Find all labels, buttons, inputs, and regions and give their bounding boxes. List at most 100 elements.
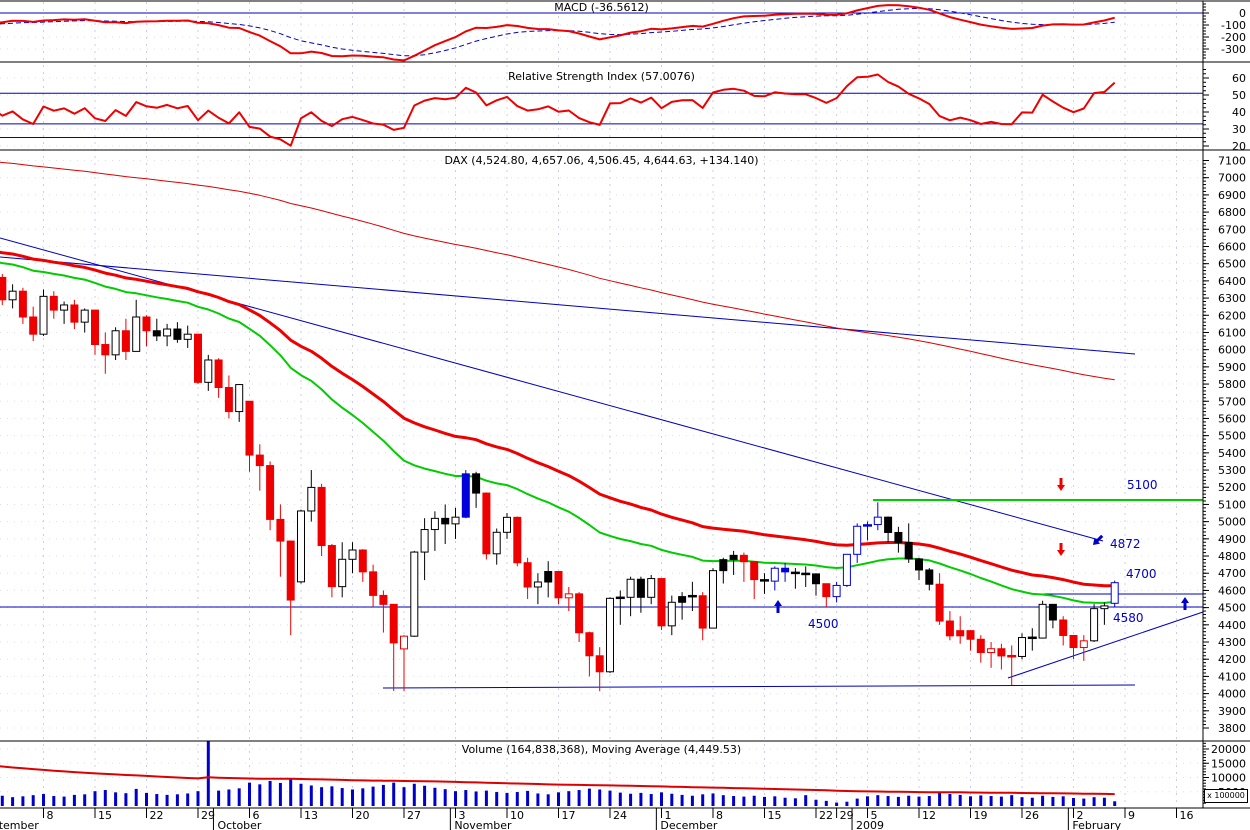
- month-label: November: [454, 819, 512, 830]
- candle-body: [389, 603, 398, 644]
- volume-bar: [680, 794, 684, 806]
- volume-bar: [433, 787, 437, 806]
- candlestick: [904, 523, 913, 563]
- axis-tick-label: 5000: [1218, 516, 1246, 529]
- axis-tick-label: 6500: [1218, 258, 1246, 271]
- candle-body: [544, 571, 553, 583]
- volume-bar: [103, 790, 107, 806]
- volume-bar: [0, 795, 4, 806]
- volume-bar: [1113, 801, 1117, 806]
- candle-body: [132, 316, 141, 352]
- candlestick: [29, 306, 38, 342]
- axis-tick-label: 4000: [1218, 688, 1246, 701]
- candle-body: [647, 578, 656, 598]
- volume-bars[interactable]: [0, 741, 1117, 806]
- axis-tick-label: 30: [1232, 123, 1246, 136]
- candlestick: [400, 635, 408, 692]
- volume-bar: [814, 799, 818, 806]
- candle-body: [8, 290, 17, 301]
- support-bottom: [382, 684, 1136, 689]
- rsi-line: [0, 73, 1116, 147]
- candlestick: [842, 553, 851, 587]
- volume-bar: [567, 791, 571, 806]
- volume-bar: [557, 792, 560, 806]
- month-label: December: [660, 819, 718, 830]
- candle-body: [0, 276, 7, 301]
- date-axis[interactable]: 8 15 22 29 6 13 20 27 3 10 17 24 1 8 15 22 29 5 12 19 26 2 9 16…: [0, 808, 1194, 830]
- gridlines: [0, 2, 1203, 808]
- volume-ma-line: [0, 765, 1115, 796]
- candle-body: [709, 570, 717, 629]
- candle-body: [266, 465, 275, 520]
- volume-bar: [392, 782, 396, 806]
- volume-bar: [969, 796, 972, 806]
- candle-body: [142, 316, 151, 332]
- week-label: 13: [304, 809, 318, 822]
- volume-bar: [248, 782, 251, 806]
- volume-bar: [320, 787, 324, 806]
- candlestick: [369, 564, 378, 608]
- axis-tick-label: 6800: [1218, 206, 1246, 219]
- candlestick: [1079, 635, 1088, 661]
- candlestick: [709, 568, 717, 629]
- candlestick: [39, 289, 48, 336]
- volume-bar: [206, 741, 210, 806]
- candlestick: [698, 592, 707, 641]
- trendline-rising: [1007, 611, 1204, 679]
- candlesticks[interactable]: [0, 264, 1119, 692]
- candlestick: [595, 647, 604, 692]
- volume-bar: [165, 794, 169, 806]
- arrow-head: [1057, 485, 1065, 491]
- candlestick: [1069, 634, 1078, 660]
- week-label: 24: [613, 809, 627, 822]
- candle-body: [1090, 608, 1099, 642]
- arrow-head: [1093, 537, 1101, 545]
- candlestick: [863, 521, 872, 541]
- volume-bar: [876, 795, 880, 806]
- candlestick: [214, 358, 223, 398]
- volume-bar: [608, 790, 612, 806]
- arrow-head: [774, 600, 782, 606]
- candle-body: [533, 581, 542, 588]
- candle-body: [224, 387, 233, 413]
- candle-body: [595, 655, 604, 673]
- candlestick: [626, 576, 635, 617]
- volume-bar: [907, 795, 911, 806]
- candle-body: [935, 583, 944, 622]
- candle-body: [338, 558, 347, 588]
- axis-tick-label: 4100: [1218, 670, 1246, 683]
- candlestick: [564, 586, 573, 612]
- candle-body: [369, 571, 378, 596]
- candlestick: [1100, 602, 1109, 625]
- candlestick: [1027, 628, 1037, 651]
- candlestick: [224, 375, 233, 419]
- candle-body: [894, 531, 903, 543]
- volume-bar: [536, 793, 540, 806]
- week-label: 16: [1180, 809, 1194, 822]
- volume-bar: [773, 796, 777, 806]
- volume-bar: [83, 794, 87, 806]
- candle-body: [1110, 582, 1119, 604]
- candlestick: [194, 333, 202, 385]
- candle-body: [523, 562, 532, 588]
- axis-tick-label: 4800: [1218, 550, 1246, 563]
- candlestick: [503, 513, 511, 539]
- candlestick: [420, 518, 429, 581]
- volume-bar: [124, 793, 128, 806]
- candlestick: [987, 642, 996, 668]
- axis-tick-label: 40: [1232, 106, 1246, 119]
- volume-bar: [484, 790, 488, 806]
- volume-bar: [217, 790, 221, 806]
- candlestick: [976, 635, 985, 663]
- candle-body: [451, 516, 460, 525]
- volume-bar: [72, 794, 76, 806]
- axis-tick-label: 4900: [1218, 533, 1246, 546]
- volume-bar: [299, 783, 303, 806]
- month-label: 2009: [856, 819, 884, 830]
- candlestick: [678, 592, 687, 620]
- candlestick: [1090, 604, 1099, 643]
- candle-body: [636, 578, 645, 598]
- volume-bar: [1102, 797, 1106, 806]
- volume-bar: [804, 795, 808, 806]
